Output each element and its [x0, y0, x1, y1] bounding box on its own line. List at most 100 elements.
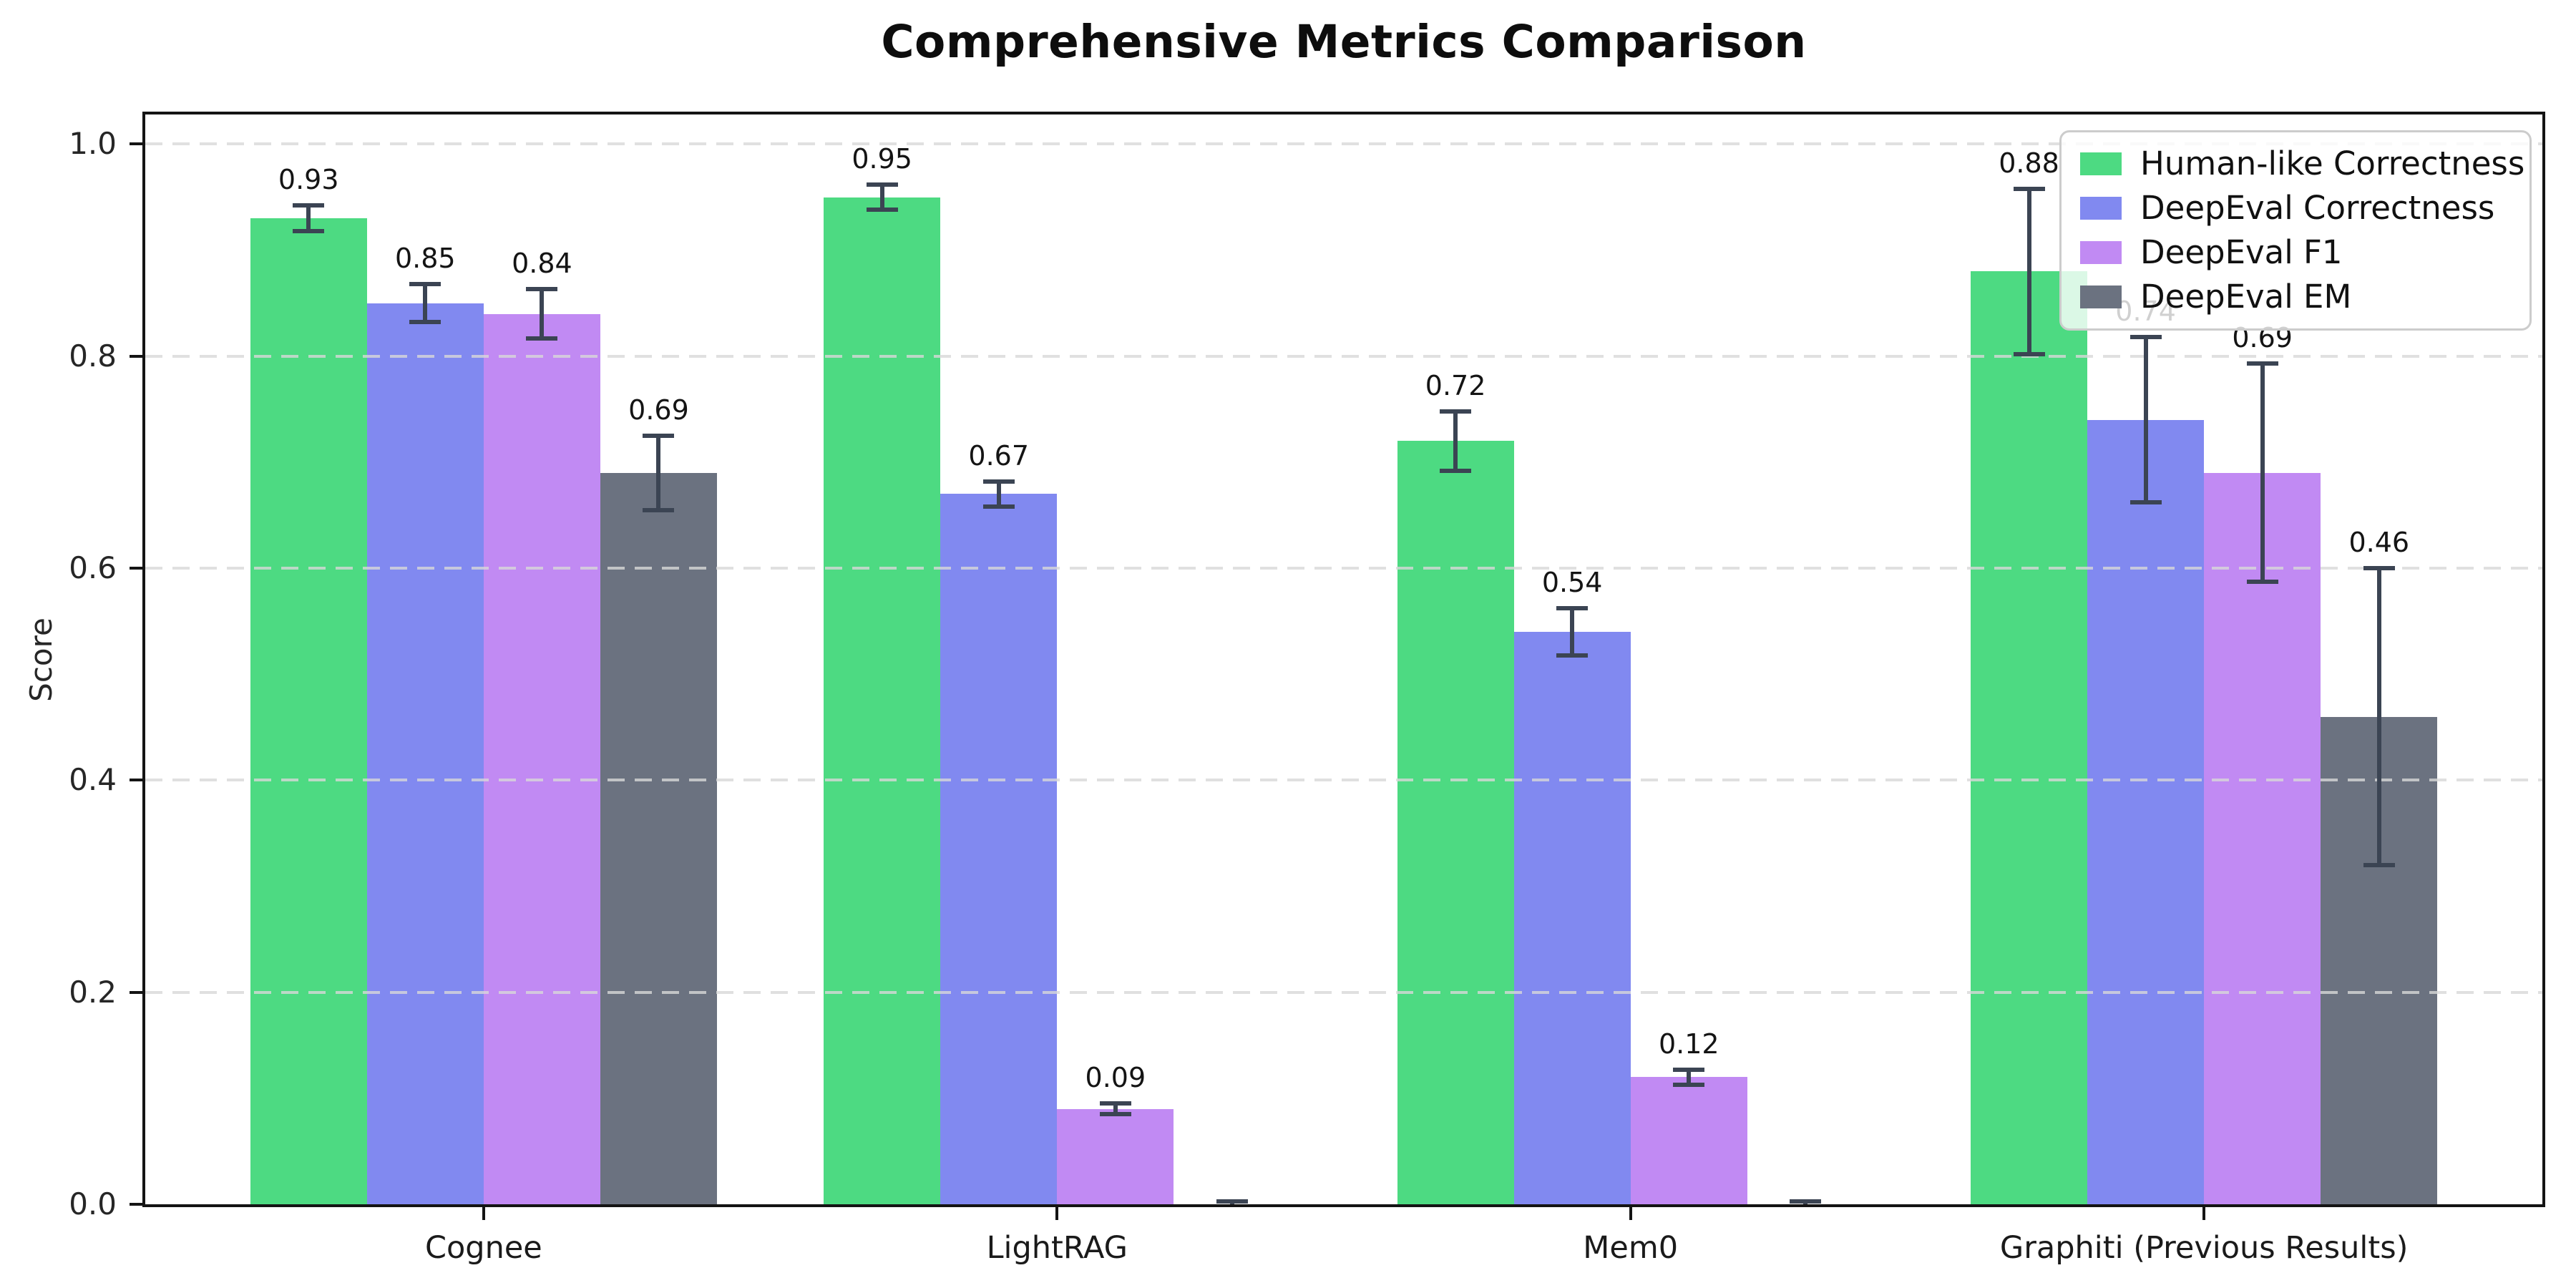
- gridline: [145, 567, 2542, 570]
- y-tick-label: 0.4: [69, 762, 117, 798]
- bar: [366, 303, 484, 1204]
- error-bar-cap-bottom: [409, 320, 441, 325]
- legend-swatch: [2080, 241, 2122, 264]
- bar-value-label: 0.85: [394, 243, 456, 275]
- top-spine: [142, 112, 2545, 114]
- error-bar-cap-bottom: [293, 228, 325, 233]
- legend-item: DeepEval Correctness: [2080, 188, 2511, 228]
- error-bar-line: [656, 435, 661, 510]
- bar: [250, 218, 367, 1204]
- bar: [1057, 1108, 1174, 1204]
- y-tick-label: 1.0: [69, 126, 117, 162]
- bar-value-label: 0.12: [1658, 1028, 1719, 1060]
- y-tick-label: 0.0: [69, 1186, 117, 1221]
- error-bar-cap-bottom: [982, 504, 1015, 509]
- gridline: [145, 142, 2542, 146]
- bar-value-label: 0.72: [1425, 369, 1486, 401]
- gridline: [145, 990, 2542, 994]
- error-bar-cap-top: [409, 282, 441, 287]
- error-bar-cap-top: [1440, 409, 1472, 414]
- error-bar-cap-bottom: [2013, 351, 2045, 356]
- error-bar-cap-top: [2363, 566, 2395, 571]
- error-bar-cap-bottom: [1099, 1112, 1131, 1117]
- x-tick-label: Mem0: [1583, 1230, 1679, 1266]
- error-bar-cap-bottom: [526, 336, 558, 341]
- error-bar-cap-bottom: [2129, 500, 2162, 505]
- error-bar-cap-bottom: [1556, 653, 1589, 658]
- y-tick-mark: [130, 779, 142, 782]
- bar: [940, 494, 1058, 1204]
- legend-swatch: [2080, 286, 2122, 308]
- x-tick-mark: [1055, 1207, 1059, 1220]
- error-bar-line: [306, 205, 311, 231]
- plot-area: 0.93 0.85 0.84 0.69 0.95 0.67 0.09 0.72 0.54 0.12…: [145, 114, 2542, 1204]
- x-tick-mark: [1629, 1207, 1632, 1220]
- y-tick-mark: [130, 354, 142, 358]
- error-bar-line: [2260, 364, 2265, 582]
- error-bar-line: [2376, 568, 2381, 865]
- bar-value-label: 0.54: [1541, 567, 1603, 599]
- legend-label: DeepEval F1: [2140, 233, 2343, 271]
- error-bar-cap-top: [643, 433, 675, 438]
- error-bar-cap-top: [1556, 606, 1589, 611]
- legend-swatch: [2080, 152, 2122, 175]
- bar: [1397, 441, 1514, 1204]
- legend-label: DeepEval EM: [2140, 278, 2352, 316]
- error-bar-cap-top: [2246, 361, 2278, 366]
- x-tick-mark: [2202, 1207, 2206, 1220]
- error-bar-cap-top: [982, 479, 1015, 484]
- legend-label: Human-like Correctness: [2140, 145, 2525, 182]
- legend-item: DeepEval EM: [2080, 277, 2511, 317]
- legend: Human-like Correctness DeepEval Correctne…: [2059, 130, 2532, 331]
- y-tick-mark: [130, 1203, 142, 1206]
- error-bar-cap-bottom: [2363, 862, 2395, 867]
- error-bar-cap-top: [293, 203, 325, 208]
- bar-value-label: 0.93: [278, 164, 339, 196]
- gridline: [145, 779, 2542, 782]
- error-bar-cap-bottom: [2246, 580, 2278, 585]
- error-bar-line: [879, 184, 884, 210]
- error-bar-cap-top: [1673, 1067, 1705, 1072]
- error-bar-line: [1570, 608, 1575, 655]
- y-tick-label: 0.6: [69, 550, 117, 586]
- bar: [1630, 1077, 1747, 1204]
- bar: [2087, 419, 2205, 1204]
- error-bar-cap-bottom: [1673, 1082, 1705, 1087]
- bar-value-label: 0.46: [2348, 527, 2410, 559]
- error-bar-cap-top: [1216, 1199, 1248, 1204]
- x-tick-label: LightRAG: [986, 1230, 1128, 1266]
- bar-value-label: 0.88: [1999, 147, 2059, 179]
- legend-item: DeepEval F1: [2080, 233, 2511, 273]
- error-bar-cap-bottom: [866, 208, 898, 213]
- y-tick-label: 0.2: [69, 974, 117, 1010]
- error-bar-cap-bottom: [643, 507, 675, 512]
- error-bar-line: [2026, 188, 2031, 354]
- legend-label: DeepEval Correctness: [2140, 189, 2495, 227]
- right-spine: [2542, 114, 2545, 1207]
- error-bar-line: [540, 289, 545, 338]
- bar: [824, 197, 941, 1204]
- x-tick-label: Graphiti (Previous Results): [1999, 1230, 2409, 1266]
- bar-value-label: 0.09: [1085, 1062, 1146, 1094]
- error-bar-cap-bottom: [1440, 468, 1472, 473]
- bar: [2204, 472, 2321, 1204]
- x-tick-label: Cognee: [424, 1230, 542, 1266]
- error-bar-cap-top: [1790, 1199, 1822, 1204]
- error-bar-cap-top: [2013, 186, 2045, 191]
- error-bar-cap-top: [2129, 335, 2162, 340]
- y-tick-label: 0.8: [69, 338, 117, 374]
- error-bar-line: [1453, 411, 1458, 471]
- y-tick-mark: [130, 990, 142, 994]
- bar-value-label: 0.67: [968, 439, 1030, 472]
- y-tick-mark: [130, 142, 142, 146]
- x-tick-mark: [482, 1207, 485, 1220]
- error-bar-line: [1687, 1069, 1692, 1085]
- bar-value-label: 0.95: [852, 142, 912, 175]
- bar: [483, 313, 600, 1204]
- y-tick-mark: [130, 567, 142, 570]
- gridline: [145, 354, 2542, 358]
- chart-title: Comprehensive Metrics Comparison: [881, 16, 1807, 68]
- error-bar-cap-top: [526, 287, 558, 292]
- error-bar-line: [996, 481, 1001, 507]
